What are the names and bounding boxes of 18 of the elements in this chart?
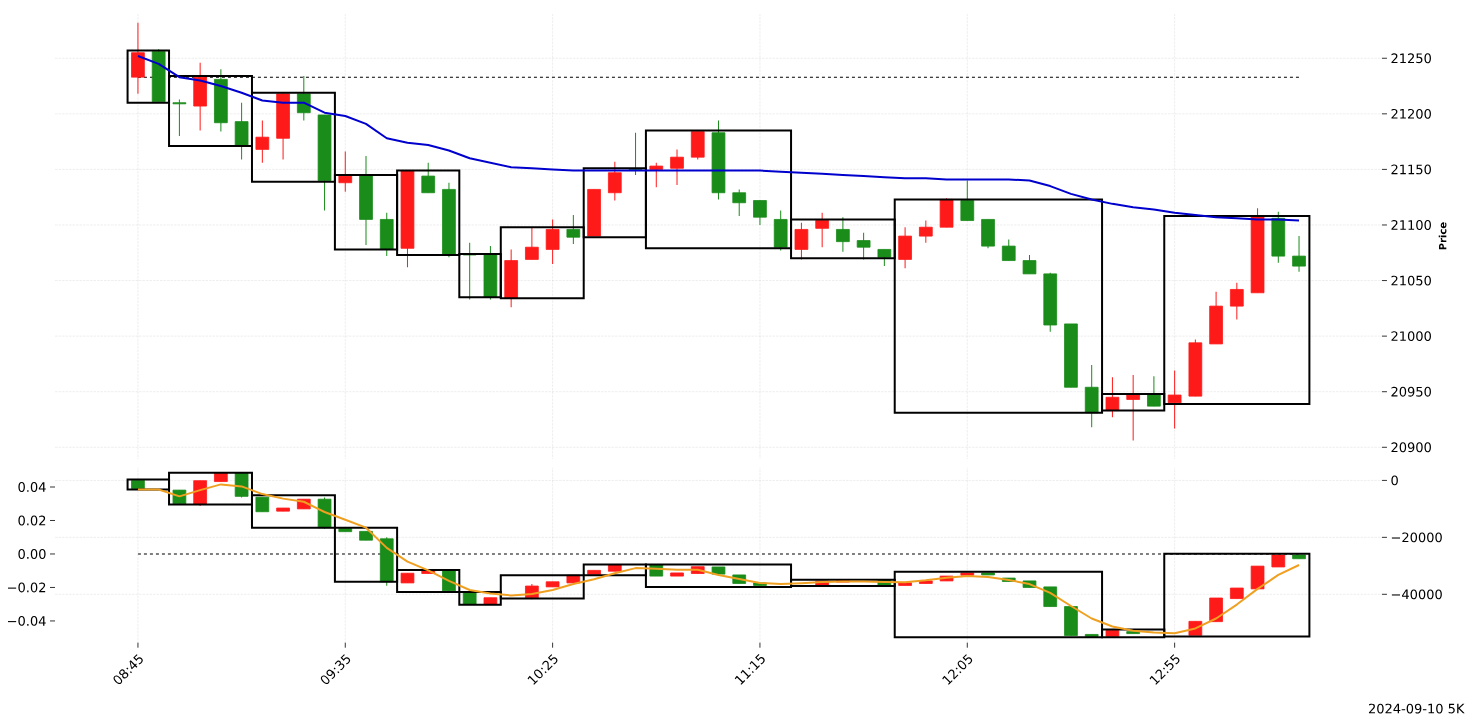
- y-tick-label: 21200: [1391, 108, 1431, 119]
- y-tick-label: 20950: [1391, 386, 1431, 397]
- y-tick-label: 21000: [1391, 331, 1431, 342]
- y-tick-label: 0.04: [18, 482, 46, 492]
- y2-tick-label: −40000: [1391, 589, 1442, 600]
- y-tick-label: 21250: [1391, 53, 1431, 64]
- y-tick-label: −0.04: [8, 616, 46, 626]
- y-tick-label: 21150: [1391, 164, 1431, 175]
- y-tick-label: 20900: [1391, 442, 1431, 453]
- y-tick-label: 0.02: [18, 515, 46, 526]
- y-axis-title: Price: [1438, 222, 1447, 250]
- y2-tick-label: −20000: [1391, 532, 1442, 543]
- y-tick-label: −0.02: [8, 582, 46, 593]
- y-tick-label: 0.00: [18, 549, 46, 559]
- y-tick-label: 21100: [1391, 220, 1431, 230]
- y2-tick-label: 0: [1391, 475, 1398, 486]
- y-tick-label: 21050: [1391, 275, 1431, 286]
- text: 2024-09-10 5K: [1368, 703, 1465, 714]
